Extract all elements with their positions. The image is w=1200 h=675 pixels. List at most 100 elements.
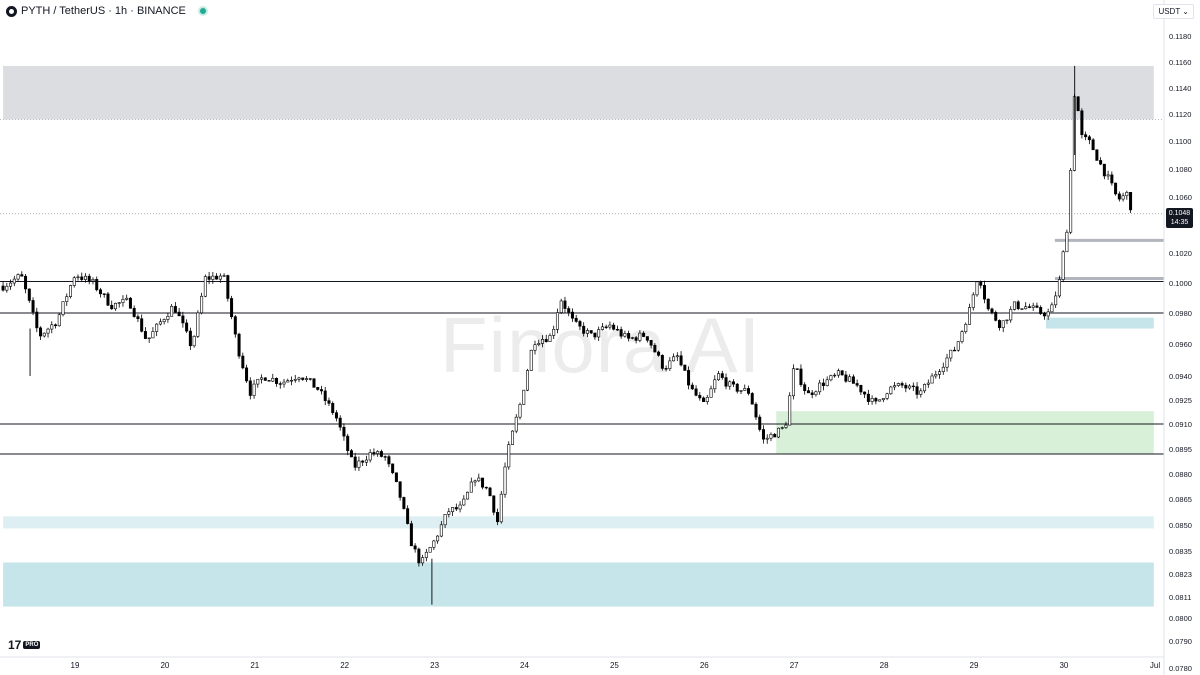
candle[interactable] <box>39 326 43 340</box>
candle[interactable] <box>968 303 972 325</box>
candle[interactable] <box>185 319 189 334</box>
candle[interactable] <box>514 414 518 434</box>
support-zone[interactable] <box>3 562 1154 607</box>
candle[interactable] <box>791 364 795 400</box>
candle[interactable] <box>657 350 661 357</box>
candle[interactable] <box>511 430 515 445</box>
candle[interactable] <box>1117 191 1121 202</box>
candle[interactable] <box>293 374 297 383</box>
candle[interactable] <box>383 455 387 461</box>
candle[interactable] <box>945 353 949 372</box>
candle[interactable] <box>833 373 837 378</box>
candle[interactable] <box>971 292 975 311</box>
candle[interactable] <box>911 382 915 392</box>
candle[interactable] <box>211 271 215 284</box>
candle[interactable] <box>904 382 908 393</box>
candle[interactable] <box>593 332 597 340</box>
candle[interactable] <box>982 280 986 304</box>
candle[interactable] <box>121 295 125 307</box>
candle[interactable] <box>31 297 35 316</box>
candle[interactable] <box>304 375 308 382</box>
candle[interactable] <box>1050 302 1054 313</box>
candle[interactable] <box>690 382 694 391</box>
candle[interactable] <box>65 293 69 306</box>
candle[interactable] <box>488 486 492 497</box>
candle[interactable] <box>582 322 586 337</box>
candle[interactable] <box>979 280 983 289</box>
candle[interactable] <box>645 336 649 343</box>
candle[interactable] <box>705 394 709 405</box>
candle[interactable] <box>181 311 185 328</box>
candle[interactable] <box>675 352 679 362</box>
candle[interactable] <box>829 374 833 382</box>
candle[interactable] <box>814 390 818 397</box>
candle[interactable] <box>732 379 736 388</box>
candle[interactable] <box>694 385 698 397</box>
candle[interactable] <box>1099 157 1103 166</box>
candle[interactable] <box>769 432 773 442</box>
candle[interactable] <box>949 349 953 362</box>
candle[interactable] <box>54 323 58 329</box>
candle[interactable] <box>870 395 874 405</box>
candle[interactable] <box>222 273 226 277</box>
candle[interactable] <box>361 459 365 466</box>
candle[interactable] <box>784 421 788 430</box>
candle[interactable] <box>192 335 196 348</box>
candle[interactable] <box>76 274 80 281</box>
candle[interactable] <box>821 378 825 391</box>
candle[interactable] <box>570 308 574 322</box>
candle[interactable] <box>297 376 301 383</box>
candle[interactable] <box>1076 96 1080 112</box>
candle[interactable] <box>173 302 177 313</box>
candle[interactable] <box>878 399 882 402</box>
candle[interactable] <box>1065 229 1069 253</box>
candle[interactable] <box>1054 291 1058 308</box>
candle[interactable] <box>143 327 147 340</box>
candle[interactable] <box>46 327 50 338</box>
candle[interactable] <box>1102 163 1106 180</box>
candle[interactable] <box>1042 311 1046 320</box>
candle[interactable] <box>245 364 249 383</box>
candle[interactable] <box>263 377 267 381</box>
candle[interactable] <box>589 330 593 335</box>
candle[interactable] <box>372 448 376 457</box>
candle[interactable] <box>1061 250 1065 283</box>
candle[interactable] <box>327 397 331 406</box>
candle[interactable] <box>413 543 417 553</box>
candle[interactable] <box>87 273 91 285</box>
candle[interactable] <box>997 319 1001 331</box>
candle[interactable] <box>926 379 930 388</box>
candle[interactable] <box>128 297 132 309</box>
candle[interactable] <box>728 380 732 390</box>
candle[interactable] <box>1080 108 1084 139</box>
candle[interactable] <box>95 276 99 292</box>
candle[interactable] <box>248 377 252 400</box>
candle[interactable] <box>162 318 166 325</box>
candle[interactable] <box>331 401 335 416</box>
candle[interactable] <box>439 521 443 538</box>
candle[interactable] <box>391 463 395 475</box>
candle[interactable] <box>627 330 631 342</box>
symbol-title[interactable]: PYTH / TetherUS · 1h · BINANCE <box>21 5 186 17</box>
candle[interactable] <box>863 391 867 399</box>
candle[interactable] <box>994 310 998 322</box>
candle[interactable] <box>743 384 747 391</box>
candle[interactable] <box>702 396 706 402</box>
candle[interactable] <box>499 490 503 524</box>
candle[interactable] <box>252 379 256 399</box>
candle[interactable] <box>319 385 323 395</box>
candle[interactable] <box>117 302 121 308</box>
candle[interactable] <box>443 514 447 529</box>
candle[interactable] <box>889 385 893 395</box>
candle[interactable] <box>874 397 878 405</box>
candle[interactable] <box>844 370 848 383</box>
candle[interactable] <box>1095 149 1099 161</box>
candle[interactable] <box>218 273 222 283</box>
candle[interactable] <box>61 301 65 317</box>
candle[interactable] <box>387 455 391 468</box>
candle[interactable] <box>724 373 728 390</box>
candle[interactable] <box>975 281 979 297</box>
candle[interactable] <box>672 353 676 362</box>
candle[interactable] <box>941 362 945 375</box>
